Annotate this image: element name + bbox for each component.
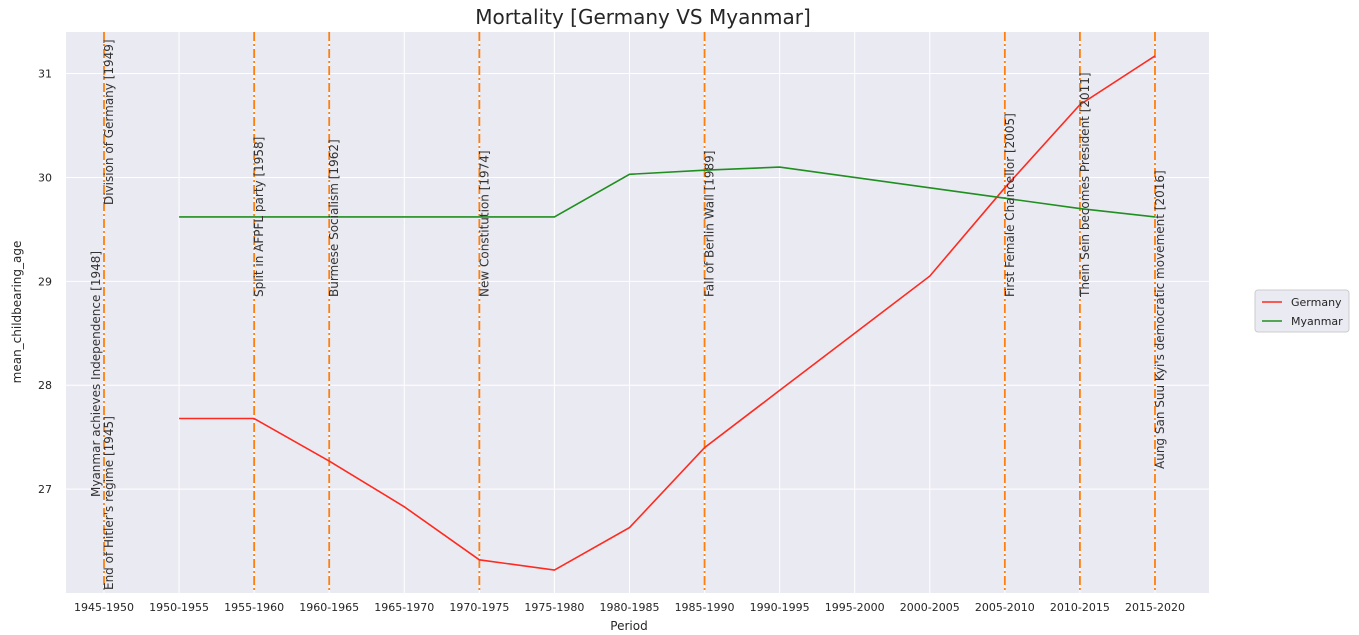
x-tick-label: 1985-1990 (675, 601, 735, 614)
x-tick-label: 1965-1970 (374, 601, 434, 614)
y-tick-label: 31 (38, 68, 52, 81)
plot-background (66, 32, 1209, 593)
event-label: New Constitution [1974] (477, 150, 491, 297)
event-label: Aung San Suu Kyi's democratic movement [… (1153, 170, 1167, 469)
event-label: Myanmar achieves Independence [1948] (89, 251, 103, 497)
x-tick-label: 2015-2020 (1125, 601, 1185, 614)
event-label: Division of Germany [1949] (102, 39, 116, 205)
x-axis-label: Period (610, 619, 647, 633)
x-tick-label: 1955-1960 (224, 601, 284, 614)
legend-label: Myanmar (1291, 315, 1343, 328)
x-tick-label: 1970-1975 (449, 601, 509, 614)
x-tick-label: 1945-1950 (74, 601, 134, 614)
chart-title: Mortality [Germany VS Myanmar] (475, 5, 811, 29)
legend: Germany Myanmar (1254, 289, 1350, 333)
x-tick-label: 2010-2015 (1050, 601, 1110, 614)
event-labels: End of Hitler's regime [1945]Myanmar ach… (89, 39, 1167, 590)
x-tick-label: 1950-1955 (149, 601, 209, 614)
x-tick-label: 1960-1965 (299, 601, 359, 614)
y-tick-label: 27 (38, 483, 52, 496)
x-tick-label: 1975-1980 (524, 601, 584, 614)
y-axis-ticks: 27 28 29 30 31 (38, 68, 52, 497)
x-tick-label: 1995-2000 (825, 601, 885, 614)
x-axis-ticks: 1945-1950 1950-1955 1955-1960 1960-1965 1965… (74, 601, 1185, 614)
event-label: Fall of Berlin Wall [1989] (703, 151, 717, 298)
y-tick-label: 30 (38, 171, 52, 184)
x-tick-label: 2000-2005 (900, 601, 960, 614)
y-tick-label: 28 (38, 379, 52, 392)
event-label: End of Hitler's regime [1945] (102, 416, 116, 590)
series-line-germany (179, 55, 1156, 571)
event-label: Split in AFPFL party [1958] (252, 137, 266, 297)
series-line-myanmar (179, 166, 1156, 218)
event-lines (103, 32, 1156, 593)
y-axis-label: mean_childbearing_age (10, 241, 24, 384)
series-lines (179, 55, 1156, 571)
legend-label: Germany (1291, 296, 1342, 309)
x-tick-label: 1990-1995 (750, 601, 810, 614)
event-label: Thein Sein becomes President [2011] (1078, 72, 1092, 298)
x-tick-label: 1980-1985 (600, 601, 660, 614)
event-label: Burmese Socialism [1962] (327, 139, 341, 297)
x-tick-label: 2005-2010 (975, 601, 1035, 614)
event-label: First Female Chancellor [2005] (1003, 113, 1017, 297)
y-tick-label: 29 (38, 275, 52, 288)
